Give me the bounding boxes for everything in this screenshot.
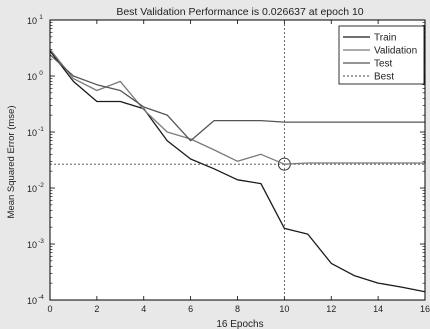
series-line-train: [49, 50, 426, 293]
legend-label-test: Test: [374, 59, 393, 70]
chart-title: Best Validation Performance is 0.026637 …: [116, 6, 363, 18]
x-tick-label-5: 10: [279, 304, 289, 314]
x-tick-label-1: 2: [94, 304, 99, 314]
y-tick-exponent-2: -1: [38, 126, 44, 133]
x-tick-label-3: 6: [188, 304, 193, 314]
series-line-test: [49, 54, 425, 142]
x-tick-label-6: 12: [326, 304, 336, 314]
x-tick-label-0: 0: [47, 304, 52, 314]
x-tick-label-7: 14: [373, 304, 383, 314]
x-tick-label-4: 8: [235, 304, 240, 314]
legend: Train Validation Test Best: [338, 25, 425, 85]
plot-frame: [49, 19, 426, 301]
y-tick-label-5: 10: [27, 296, 37, 306]
series-lines: [49, 48, 426, 293]
y-tick-exponent-4: -3: [38, 238, 44, 245]
y-tick-label-2: 10: [27, 128, 37, 138]
y-tick-exponent-5: -4: [38, 294, 44, 301]
x-tick-label-2: 4: [141, 304, 146, 314]
series-line-validation: [49, 48, 425, 165]
y-tick-label-0: 10: [27, 16, 37, 26]
y-tick-label-3: 10: [27, 184, 37, 194]
y-tick-label-4: 10: [27, 240, 37, 250]
y-tick-label-1: 10: [27, 72, 37, 82]
y-tick-exponent-3: -2: [38, 182, 44, 189]
y-tick-exponent-1: 0: [39, 70, 43, 77]
legend-label-validation: Validation: [374, 46, 417, 57]
legend-label-best: Best: [374, 72, 394, 83]
legend-label-train: Train: [374, 33, 396, 44]
x-tick-label-8: 16: [420, 304, 430, 314]
y-tick-exponent-0: 1: [39, 14, 43, 21]
legend-box: [338, 25, 425, 85]
x-axis-label: 16 Epochs: [216, 319, 263, 329]
y-axis-label: Mean Squared Error (mse): [6, 106, 17, 219]
